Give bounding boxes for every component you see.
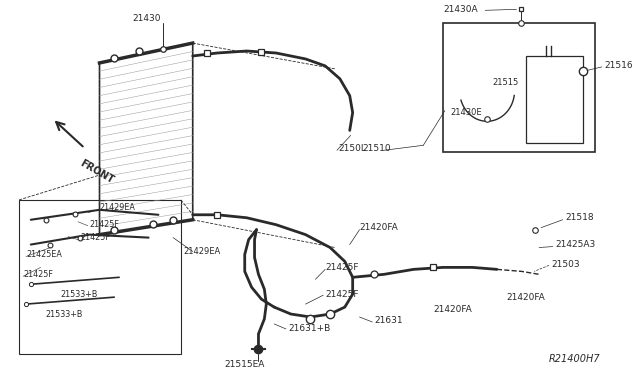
Bar <box>526 56 583 143</box>
Text: 21503: 21503 <box>551 260 579 269</box>
Text: 21533+B: 21533+B <box>45 310 83 318</box>
Text: 21430A: 21430A <box>443 5 477 14</box>
Text: 21425F: 21425F <box>325 263 358 272</box>
Text: 21420FA: 21420FA <box>360 223 398 232</box>
Text: 21425A3: 21425A3 <box>556 240 596 249</box>
Text: 21515: 21515 <box>492 78 518 87</box>
Text: R21400H7: R21400H7 <box>548 354 600 364</box>
Text: 21510: 21510 <box>362 144 391 153</box>
Text: 21425F: 21425F <box>80 233 110 242</box>
Text: 21425F: 21425F <box>23 270 53 279</box>
Text: 21631+B: 21631+B <box>288 324 330 333</box>
Text: 21430: 21430 <box>132 14 161 23</box>
Text: 21515EA: 21515EA <box>225 360 265 369</box>
Text: 21429EA: 21429EA <box>183 247 220 256</box>
Text: 21430E: 21430E <box>451 108 483 117</box>
Text: 21420FA: 21420FA <box>507 293 545 302</box>
Text: 21516: 21516 <box>605 61 634 70</box>
Text: FRONT: FRONT <box>78 158 115 186</box>
Text: 21425F: 21425F <box>325 290 358 299</box>
Text: 21429EA: 21429EA <box>99 203 136 212</box>
Text: 21420FA: 21420FA <box>433 305 472 314</box>
Bar <box>443 23 595 152</box>
Text: 21518: 21518 <box>566 213 594 222</box>
Text: 21533+B: 21533+B <box>60 290 98 299</box>
Text: 21631: 21631 <box>374 317 403 326</box>
Bar <box>19 200 181 354</box>
Text: 21425F: 21425F <box>90 220 120 229</box>
Text: 2150L: 2150L <box>338 144 366 153</box>
Text: 21425EA: 21425EA <box>26 250 62 259</box>
